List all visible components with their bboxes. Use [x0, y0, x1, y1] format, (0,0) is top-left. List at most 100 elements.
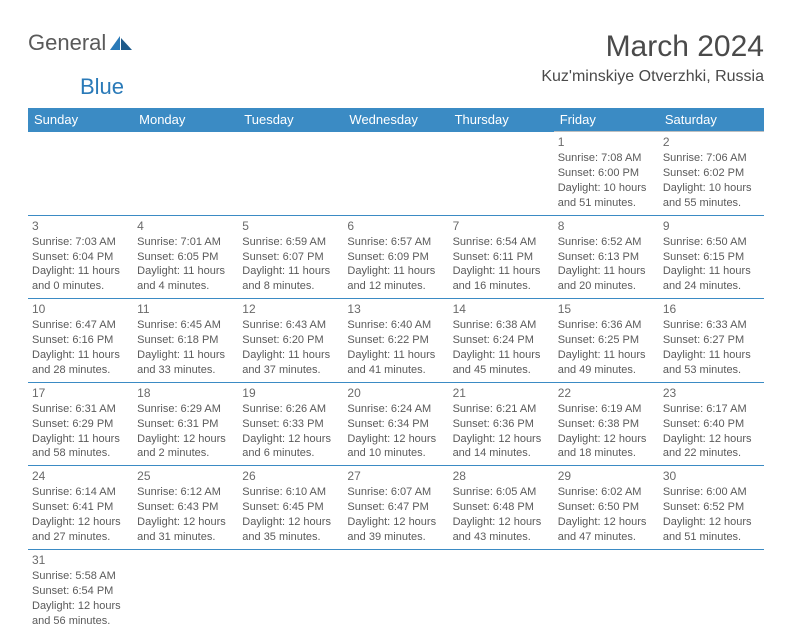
day-cell: 2Sunrise: 7:06 AMSunset: 6:02 PMDaylight… [659, 132, 764, 216]
day-number: 14 [453, 301, 550, 317]
title-block: March 2024 Kuz'minskiye Otverzhki, Russi… [541, 30, 764, 92]
daylight-text: Daylight: 12 hours [32, 599, 129, 614]
day-cell [659, 549, 764, 632]
sunrise-text: Sunrise: 6:21 AM [453, 402, 550, 417]
day-cell: 4Sunrise: 7:01 AMSunset: 6:05 PMDaylight… [133, 215, 238, 299]
sunset-text: Sunset: 6:20 PM [242, 333, 339, 348]
sunrise-text: Sunrise: 6:59 AM [242, 235, 339, 250]
sunrise-text: Sunrise: 6:45 AM [137, 318, 234, 333]
day-header-sunday: Sunday [28, 108, 133, 132]
day-number: 24 [32, 468, 129, 484]
day-cell: 7Sunrise: 6:54 AMSunset: 6:11 PMDaylight… [449, 215, 554, 299]
sunrise-text: Sunrise: 7:01 AM [137, 235, 234, 250]
day-cell: 16Sunrise: 6:33 AMSunset: 6:27 PMDayligh… [659, 299, 764, 383]
day-header-thursday: Thursday [449, 108, 554, 132]
day-cell [449, 132, 554, 216]
sunset-text: Sunset: 6:52 PM [663, 500, 760, 515]
logo-text-blue: Blue [80, 74, 124, 99]
daylight-text: Daylight: 10 hours [663, 181, 760, 196]
day-cell [554, 549, 659, 632]
daylight-text: Daylight: 11 hours [558, 348, 655, 363]
day-number: 18 [137, 385, 234, 401]
sunset-text: Sunset: 6:24 PM [453, 333, 550, 348]
month-title: March 2024 [541, 30, 764, 64]
sunset-text: Sunset: 6:09 PM [347, 250, 444, 265]
sunset-text: Sunset: 6:18 PM [137, 333, 234, 348]
day-cell: 29Sunrise: 6:02 AMSunset: 6:50 PMDayligh… [554, 466, 659, 550]
day-cell: 27Sunrise: 6:07 AMSunset: 6:47 PMDayligh… [343, 466, 448, 550]
day-number: 10 [32, 301, 129, 317]
header: General March 2024 Kuz'minskiye Otverzhk… [28, 30, 764, 92]
day-number: 5 [242, 218, 339, 234]
daylight-text: Daylight: 11 hours [137, 264, 234, 279]
day-number: 31 [32, 552, 129, 568]
day-cell: 11Sunrise: 6:45 AMSunset: 6:18 PMDayligh… [133, 299, 238, 383]
day-cell [449, 549, 554, 632]
sunset-text: Sunset: 6:48 PM [453, 500, 550, 515]
sunrise-text: Sunrise: 6:12 AM [137, 485, 234, 500]
day-number: 26 [242, 468, 339, 484]
sunrise-text: Sunrise: 6:00 AM [663, 485, 760, 500]
day-cell: 26Sunrise: 6:10 AMSunset: 6:45 PMDayligh… [238, 466, 343, 550]
daylight-text: Daylight: 10 hours [558, 181, 655, 196]
day-cell [28, 132, 133, 216]
day-number: 15 [558, 301, 655, 317]
day-cell: 5Sunrise: 6:59 AMSunset: 6:07 PMDaylight… [238, 215, 343, 299]
day-cell [133, 132, 238, 216]
day-number: 22 [558, 385, 655, 401]
day-header-friday: Friday [554, 108, 659, 132]
day-cell: 25Sunrise: 6:12 AMSunset: 6:43 PMDayligh… [133, 466, 238, 550]
day-header-wednesday: Wednesday [343, 108, 448, 132]
day-cell: 20Sunrise: 6:24 AMSunset: 6:34 PMDayligh… [343, 382, 448, 466]
week-row: 1Sunrise: 7:08 AMSunset: 6:00 PMDaylight… [28, 132, 764, 216]
sunrise-text: Sunrise: 6:33 AM [663, 318, 760, 333]
daylight-text: and 27 minutes. [32, 530, 129, 545]
daylight-text: and 35 minutes. [242, 530, 339, 545]
sunrise-text: Sunrise: 7:03 AM [32, 235, 129, 250]
sunrise-text: Sunrise: 6:24 AM [347, 402, 444, 417]
day-cell: 8Sunrise: 6:52 AMSunset: 6:13 PMDaylight… [554, 215, 659, 299]
day-cell: 31Sunrise: 5:58 AMSunset: 6:54 PMDayligh… [28, 549, 133, 632]
daylight-text: and 10 minutes. [347, 446, 444, 461]
day-header-tuesday: Tuesday [238, 108, 343, 132]
location: Kuz'minskiye Otverzhki, Russia [541, 68, 764, 86]
sunset-text: Sunset: 6:27 PM [663, 333, 760, 348]
sunrise-text: Sunrise: 6:43 AM [242, 318, 339, 333]
sunrise-text: Sunrise: 6:14 AM [32, 485, 129, 500]
day-number: 23 [663, 385, 760, 401]
sunset-text: Sunset: 6:29 PM [32, 417, 129, 432]
daylight-text: Daylight: 12 hours [663, 432, 760, 447]
sail-icon [108, 34, 134, 52]
sunset-text: Sunset: 6:00 PM [558, 166, 655, 181]
sunset-text: Sunset: 6:04 PM [32, 250, 129, 265]
day-cell: 10Sunrise: 6:47 AMSunset: 6:16 PMDayligh… [28, 299, 133, 383]
daylight-text: Daylight: 12 hours [242, 515, 339, 530]
day-cell: 3Sunrise: 7:03 AMSunset: 6:04 PMDaylight… [28, 215, 133, 299]
daylight-text: Daylight: 11 hours [32, 348, 129, 363]
sunrise-text: Sunrise: 6:10 AM [242, 485, 339, 500]
day-number: 25 [137, 468, 234, 484]
daylight-text: and 39 minutes. [347, 530, 444, 545]
daylight-text: Daylight: 11 hours [663, 348, 760, 363]
day-number: 2 [663, 134, 760, 150]
sunrise-text: Sunrise: 7:06 AM [663, 151, 760, 166]
sunset-text: Sunset: 6:40 PM [663, 417, 760, 432]
sunrise-text: Sunrise: 6:52 AM [558, 235, 655, 250]
day-cell: 6Sunrise: 6:57 AMSunset: 6:09 PMDaylight… [343, 215, 448, 299]
day-number: 9 [663, 218, 760, 234]
sunrise-text: Sunrise: 6:05 AM [453, 485, 550, 500]
daylight-text: and 20 minutes. [558, 279, 655, 294]
sunset-text: Sunset: 6:34 PM [347, 417, 444, 432]
sunset-text: Sunset: 6:31 PM [137, 417, 234, 432]
daylight-text: Daylight: 12 hours [558, 515, 655, 530]
day-cell: 23Sunrise: 6:17 AMSunset: 6:40 PMDayligh… [659, 382, 764, 466]
daylight-text: and 49 minutes. [558, 363, 655, 378]
day-cell: 12Sunrise: 6:43 AMSunset: 6:20 PMDayligh… [238, 299, 343, 383]
logo: General [28, 30, 136, 56]
sunset-text: Sunset: 6:41 PM [32, 500, 129, 515]
sunrise-text: Sunrise: 5:58 AM [32, 569, 129, 584]
day-cell [343, 132, 448, 216]
sunrise-text: Sunrise: 6:02 AM [558, 485, 655, 500]
sunset-text: Sunset: 6:38 PM [558, 417, 655, 432]
day-cell: 9Sunrise: 6:50 AMSunset: 6:15 PMDaylight… [659, 215, 764, 299]
